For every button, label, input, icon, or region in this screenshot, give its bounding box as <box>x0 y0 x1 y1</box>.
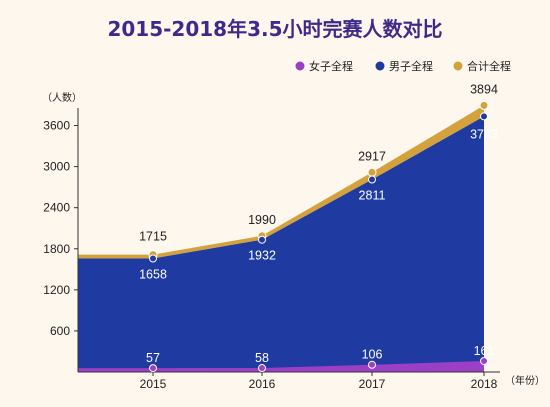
data-label-female: 58 <box>255 351 269 365</box>
point-total <box>479 100 489 110</box>
y-tick-label: 1200 <box>43 283 70 297</box>
point-female <box>258 364 266 373</box>
legend-marker <box>295 61 305 71</box>
data-label-female: 106 <box>362 348 383 362</box>
point-female <box>149 364 157 373</box>
x-axis-unit-label: （年份） <box>505 374 545 387</box>
plot-area <box>78 105 484 372</box>
point-female <box>480 356 488 365</box>
y-tick-label: 2400 <box>43 201 70 215</box>
area-series-total <box>78 105 484 259</box>
data-label-female: 57 <box>146 351 160 365</box>
x-tick-label: 2018 <box>471 377 498 391</box>
point-total <box>367 167 377 177</box>
point-male <box>368 175 376 184</box>
chart-title: 2015-2018年3.5小时完赛人数对比 <box>107 17 442 41</box>
legend: 女子全程 男子全程 合计全程 <box>295 59 511 73</box>
legend-label: 合计全程 <box>467 59 511 73</box>
y-axis-unit-label: （人数） <box>42 91 82 104</box>
area-series-female <box>78 360 484 372</box>
x-tick-label: 2015 <box>140 377 167 391</box>
area-series-male <box>78 116 484 372</box>
legend-marker <box>375 61 385 71</box>
y-tick-label: 3000 <box>43 160 70 174</box>
x-tick-label: 2016 <box>249 377 276 391</box>
legend-label: 女子全程 <box>309 59 353 73</box>
data-label-male: 1932 <box>248 249 276 263</box>
legend-label: 男子全程 <box>389 59 433 73</box>
point-female <box>368 360 376 369</box>
point-male <box>480 112 488 121</box>
y-tick-label: 3600 <box>43 119 70 133</box>
y-tick-label: 1800 <box>43 242 70 256</box>
point-male <box>258 235 266 244</box>
data-label-male: 1658 <box>139 267 167 281</box>
y-axis: 600 1200 1800 2400 3000 3600 <box>43 108 79 372</box>
data-label-total: 1990 <box>248 213 276 227</box>
data-label-male: 3733 <box>470 127 498 141</box>
data-label-total: 1715 <box>139 230 167 244</box>
data-label-female: 161 <box>474 344 495 358</box>
data-label-male: 2811 <box>359 189 386 203</box>
data-label-total: 3894 <box>470 82 498 96</box>
legend-marker <box>453 61 463 71</box>
data-label-total: 2917 <box>358 149 386 163</box>
x-axis: 2015 2016 2017 2018 <box>78 371 500 391</box>
y-tick-label: 600 <box>50 324 70 338</box>
x-tick-label: 2017 <box>359 377 386 391</box>
point-male <box>149 254 157 263</box>
data-labels: 1715 1990 2917 3894 1658 1932 2811 3733 57 58 106 1… <box>139 82 498 373</box>
